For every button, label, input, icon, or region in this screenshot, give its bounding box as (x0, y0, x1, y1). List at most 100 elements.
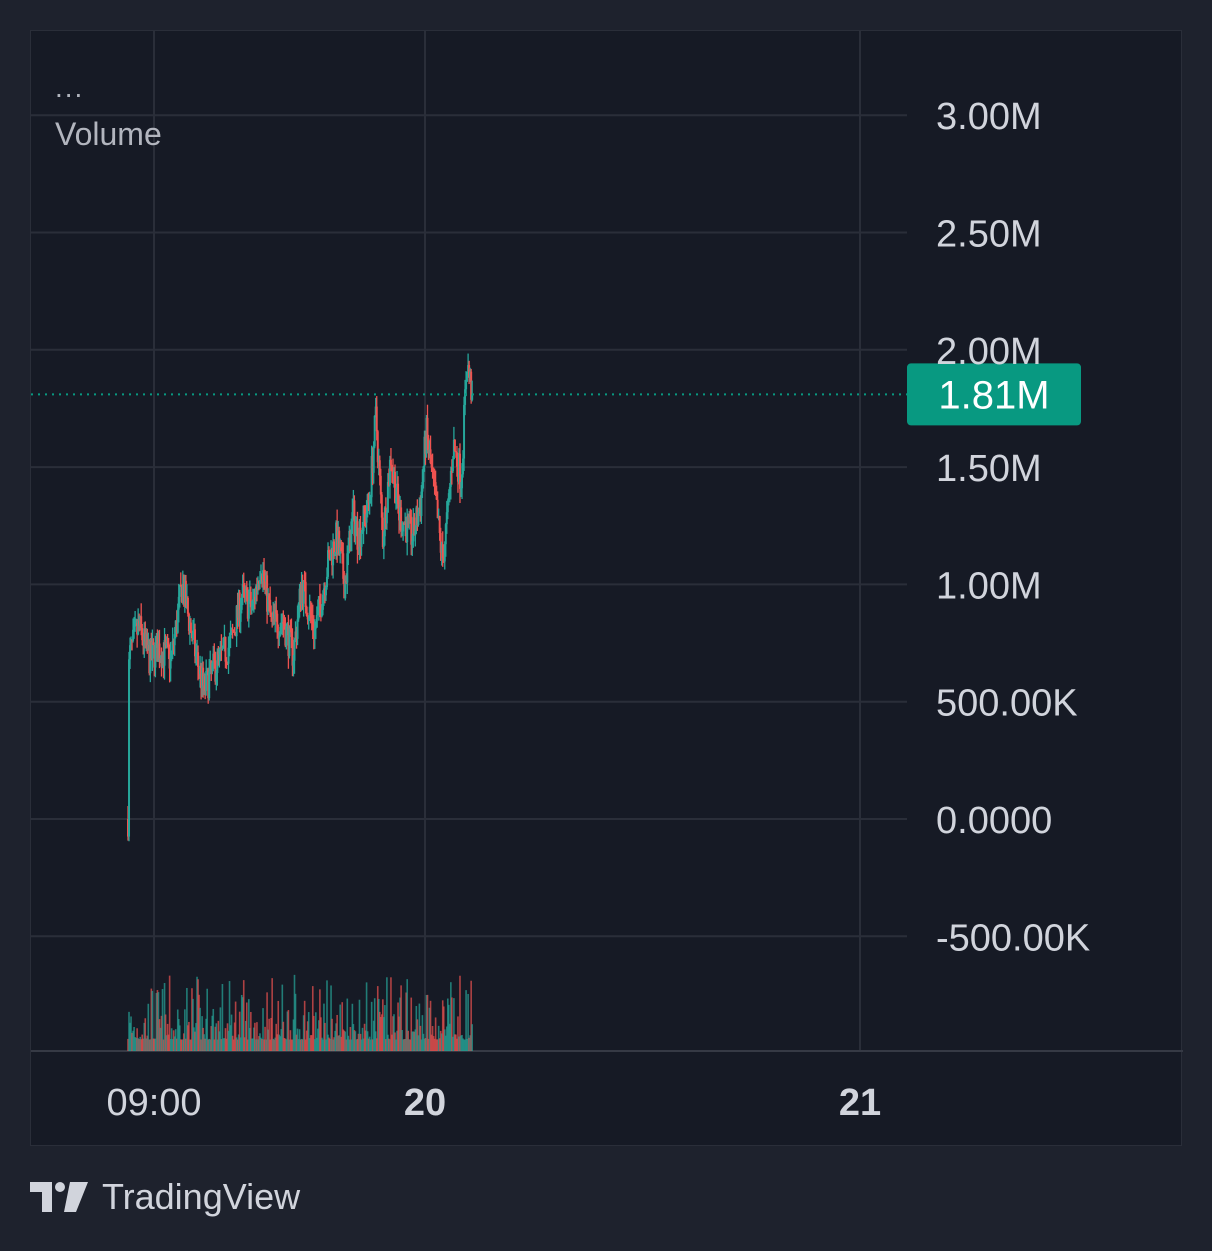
candle-body (230, 629, 233, 635)
volume-bar (322, 1039, 324, 1051)
candle-body (133, 626, 136, 630)
y-tick-label: 3.00M (936, 96, 1042, 138)
candle-body (144, 628, 147, 642)
volume-bar (378, 1011, 381, 1051)
candle-body (280, 622, 283, 627)
candle-body (389, 459, 392, 466)
volume-bar (431, 1026, 434, 1051)
volume-bar (162, 1039, 165, 1051)
candle-body (355, 521, 358, 525)
volume-bar (354, 1031, 357, 1051)
volume-bar (280, 1029, 283, 1051)
volume-bar (260, 1037, 262, 1051)
candle-body (304, 581, 307, 607)
indicator-menu-dots[interactable]: ... (55, 72, 85, 103)
candle-body (427, 438, 430, 454)
candle-body (437, 516, 440, 519)
volume-bar (456, 1038, 458, 1051)
candle-body (241, 584, 244, 599)
volume-bar (402, 1039, 404, 1051)
y-tick-label: 2.00M (936, 331, 1042, 373)
candle-body (342, 553, 345, 579)
candle-body (412, 517, 415, 542)
candle-body (205, 670, 208, 691)
candle-body (388, 459, 391, 486)
volume-bar (207, 1039, 210, 1051)
volume-bar (147, 1003, 150, 1051)
volume-bar (396, 1030, 398, 1051)
candle-body (338, 530, 341, 554)
volume-bar (395, 1039, 397, 1051)
candle-body (463, 404, 466, 459)
candle-body (164, 640, 167, 646)
volume-bar (168, 975, 171, 1051)
candle-body (336, 522, 339, 554)
candle-body (457, 453, 460, 482)
x-tick-label: 20 (404, 1082, 446, 1124)
volume-bar (353, 1030, 356, 1051)
candle-body (155, 636, 158, 643)
candle-body (385, 512, 388, 524)
candle-body (332, 541, 335, 566)
volume-bar (339, 1004, 341, 1051)
volume-bar (324, 1022, 326, 1051)
volume-bar (259, 1033, 261, 1051)
volume-bar (213, 1039, 216, 1051)
tradingview-brand[interactable]: TradingView (30, 1172, 300, 1222)
candle-body (448, 486, 451, 494)
candle-body (455, 452, 458, 467)
volume-bar (373, 998, 376, 1051)
candle-body (292, 660, 295, 666)
volume-bar (209, 1039, 212, 1051)
volume-bar (448, 1004, 450, 1051)
volume-bar (414, 1029, 417, 1051)
volume-bar (303, 1000, 306, 1051)
volume-bar (134, 1037, 136, 1051)
volume-bar (397, 1002, 399, 1051)
y-tick-label: 1.50M (936, 448, 1042, 490)
volume-bar (308, 1038, 311, 1051)
candle-body (346, 553, 349, 583)
candle-body (139, 616, 142, 626)
volume-bar (438, 1038, 441, 1051)
volume-bar (394, 1032, 396, 1051)
candle-body (179, 585, 182, 587)
candle-body (306, 615, 309, 620)
volume-bar (452, 1036, 454, 1051)
candle-body (184, 580, 187, 608)
volume-bar (340, 1036, 343, 1051)
volume-bar (128, 1011, 130, 1051)
volume-bar (433, 1038, 436, 1051)
y-tick-label: 0.0000 (936, 800, 1052, 842)
candle-body (243, 586, 246, 593)
candle-body (198, 666, 201, 675)
candle-body (294, 631, 297, 640)
volume-bar (374, 1031, 377, 1051)
volume-bar (220, 1039, 223, 1051)
volume-bar (152, 1038, 155, 1051)
candle-body (252, 596, 255, 600)
volume-bar (160, 1015, 163, 1051)
volume-bar (252, 1038, 254, 1051)
volume-bar (338, 1035, 340, 1051)
volume-bar (273, 1039, 275, 1051)
volume-bar (385, 1039, 387, 1051)
candle-body (207, 669, 210, 699)
candle-body (441, 544, 444, 558)
volume-bar (312, 1015, 315, 1051)
candle-body (228, 638, 231, 648)
volume-bar (254, 1022, 256, 1051)
candle-body (383, 507, 386, 537)
candle-body (204, 676, 207, 691)
candle-body (469, 371, 472, 378)
candle-body (189, 622, 192, 633)
candle-body (471, 394, 474, 400)
candle-body (211, 662, 214, 670)
volume-bar (132, 1030, 134, 1051)
volume-bar (371, 1039, 374, 1051)
candle-body (176, 609, 179, 633)
y-tick-label: 2.50M (936, 214, 1042, 256)
candle-body (275, 609, 278, 614)
price-chart[interactable]: 1.81M 3.00M 2.50M 2.00M 1.50M 1.00M 500.00K 0.… (31, 31, 1183, 1147)
candle-body (226, 662, 229, 664)
